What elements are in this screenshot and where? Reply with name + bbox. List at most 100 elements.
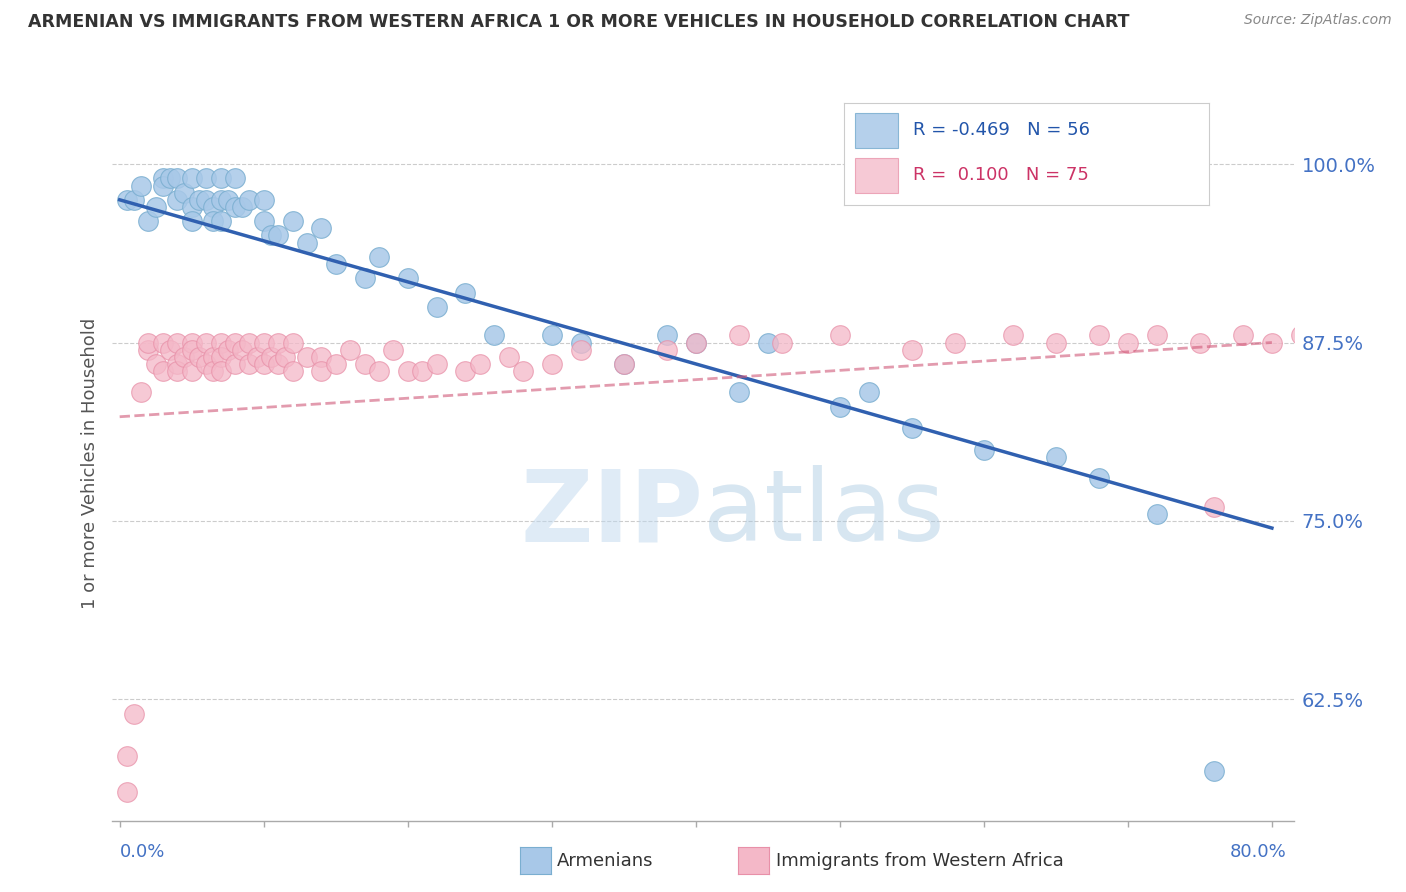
Point [166, 364, 188, 378]
Point [1261, 335, 1284, 350]
Point [1088, 471, 1111, 485]
Point [195, 171, 218, 186]
Point [411, 364, 433, 378]
Bar [855, 112, 898, 148]
Point [454, 285, 477, 300]
Point [901, 421, 924, 435]
Point [655, 343, 678, 357]
Point [245, 350, 267, 364]
Point [396, 271, 419, 285]
Point [613, 357, 636, 371]
Point [195, 193, 218, 207]
Point [943, 335, 966, 350]
Point [195, 357, 218, 371]
Point [368, 250, 391, 264]
Point [828, 328, 851, 343]
Point [209, 335, 232, 350]
Point [180, 214, 202, 228]
Point [253, 193, 276, 207]
Point [253, 335, 276, 350]
Bar [855, 158, 898, 193]
Point [425, 300, 447, 314]
Point [1204, 764, 1226, 778]
Point [396, 364, 419, 378]
Point [770, 335, 793, 350]
Point [828, 400, 851, 414]
Point [267, 335, 290, 350]
Point [973, 442, 995, 457]
Point [685, 335, 707, 350]
Point [217, 343, 239, 357]
Point [180, 364, 202, 378]
Point [180, 343, 202, 357]
Point [1232, 328, 1254, 343]
Point [180, 171, 202, 186]
Point [180, 335, 202, 350]
Point [166, 171, 188, 186]
Point [260, 228, 283, 243]
Point [295, 235, 318, 250]
Point [224, 200, 246, 214]
Point [425, 357, 447, 371]
Point [1001, 328, 1024, 343]
Point [540, 328, 562, 343]
Point [138, 214, 160, 228]
Text: Armenians: Armenians [557, 852, 654, 870]
Point [498, 350, 520, 364]
Point [311, 350, 333, 364]
Point [253, 357, 276, 371]
Point [122, 193, 145, 207]
Point [368, 364, 391, 378]
Point [311, 364, 333, 378]
Point [166, 335, 188, 350]
Point [129, 178, 152, 193]
Point [231, 343, 253, 357]
Point [166, 193, 188, 207]
Point [569, 343, 592, 357]
Point [138, 343, 160, 357]
Point [224, 335, 246, 350]
Point [209, 193, 232, 207]
Y-axis label: 1 or more Vehicles in Household: 1 or more Vehicles in Household [80, 318, 98, 609]
Point [238, 193, 260, 207]
Point [122, 706, 145, 721]
Point [152, 171, 174, 186]
Point [728, 328, 751, 343]
Point [655, 328, 678, 343]
Point [115, 193, 138, 207]
Text: 0.0%: 0.0% [120, 843, 165, 861]
Point [260, 350, 283, 364]
Point [1146, 328, 1168, 343]
Text: R = -0.469   N = 56: R = -0.469 N = 56 [912, 121, 1090, 139]
Point [267, 357, 290, 371]
Text: 80.0%: 80.0% [1230, 843, 1286, 861]
Point [224, 171, 246, 186]
Point [202, 214, 225, 228]
Point [224, 357, 246, 371]
Text: R =  0.100   N = 75: R = 0.100 N = 75 [912, 167, 1088, 185]
Point [173, 186, 195, 200]
Point [231, 200, 253, 214]
Point [217, 193, 239, 207]
Point [281, 214, 304, 228]
Point [1146, 507, 1168, 521]
Point [353, 271, 375, 285]
Point [482, 328, 505, 343]
Point [325, 357, 347, 371]
Point [295, 350, 318, 364]
Point [325, 257, 347, 271]
Point [195, 335, 218, 350]
Point [202, 350, 225, 364]
Point [468, 357, 491, 371]
Point [685, 335, 707, 350]
Point [152, 178, 174, 193]
Point [901, 343, 924, 357]
Point [166, 357, 188, 371]
Point [613, 357, 636, 371]
Point [339, 343, 361, 357]
Text: Immigrants from Western Africa: Immigrants from Western Africa [776, 852, 1064, 870]
Point [173, 350, 195, 364]
Point [274, 350, 297, 364]
Point [209, 214, 232, 228]
Point [180, 200, 202, 214]
